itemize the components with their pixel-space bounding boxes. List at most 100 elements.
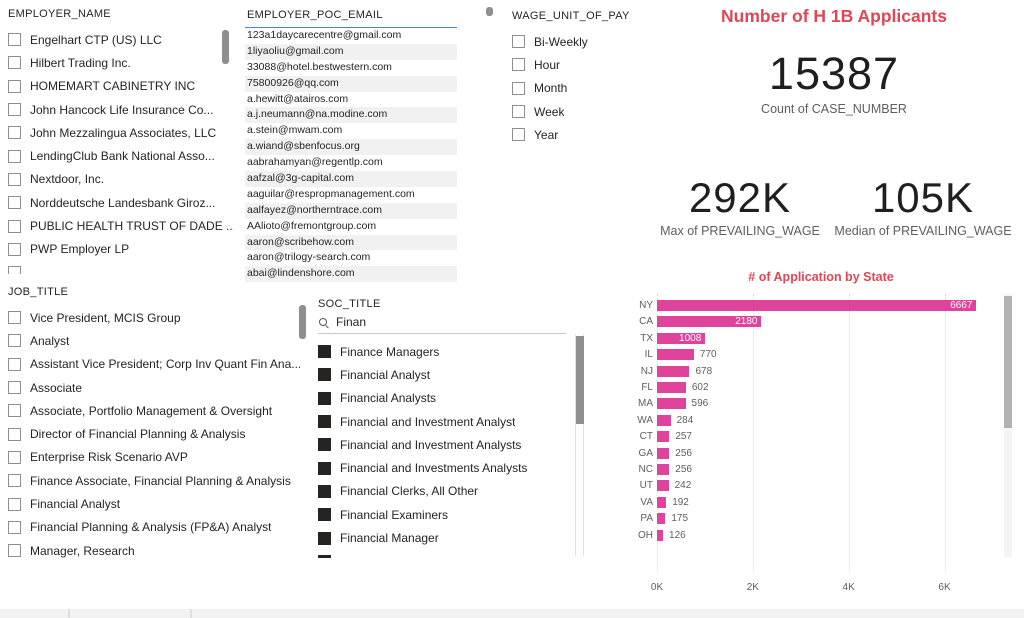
checkbox-icon[interactable]: [8, 404, 21, 418]
slicer-item[interactable]: Month: [512, 77, 652, 100]
soc-search-input[interactable]: [336, 315, 536, 329]
bar-FL[interactable]: [657, 382, 686, 393]
slicer-item[interactable]: Director of Financial Planning & Analysi…: [8, 422, 300, 445]
slicer-item[interactable]: Financial and Investments Analysts: [318, 456, 574, 479]
checkbox-checked-icon[interactable]: [318, 554, 331, 558]
table-row[interactable]: aabrahamyan@regentlp.com: [247, 156, 383, 169]
slicer-item[interactable]: Bi-Weekly: [512, 30, 652, 53]
slicer-item[interactable]: Analyst: [8, 329, 300, 352]
slicer-item[interactable]: John Hancock Life Insurance Co...: [8, 98, 234, 121]
table-row[interactable]: a.j.neumann@na.modine.com: [245, 107, 457, 124]
slicer-item[interactable]: Engelhart CTP (US) LLC: [8, 28, 234, 51]
bar-OH[interactable]: [657, 529, 664, 541]
slicer-item[interactable]: Nextdoor, Inc.: [8, 168, 234, 191]
checkbox-icon[interactable]: [8, 450, 21, 464]
table-row[interactable]: 123a1daycarecentre@gmail.com: [247, 29, 402, 41]
checkbox-checked-icon[interactable]: [318, 438, 331, 452]
table-row[interactable]: aafzal@3g-capital.com: [245, 171, 457, 187]
slicer-item[interactable]: Finance Associate, Financial Planning & …: [8, 469, 300, 492]
slicer-item[interactable]: Hour: [512, 53, 652, 76]
chart-scrollbar[interactable]: [1004, 296, 1012, 428]
table-row[interactable]: a.hewitt@atairos.com: [247, 92, 349, 105]
slicer-item[interactable]: Financial Clerks, All Other: [318, 480, 574, 503]
checkbox-icon[interactable]: [8, 427, 21, 441]
table-row[interactable]: a.stein@mwam.com: [247, 124, 343, 137]
bar-CT[interactable]: [657, 431, 670, 443]
slicer-item[interactable]: Financial and Investment Analyst: [318, 410, 574, 433]
checkbox-icon[interactable]: [8, 381, 21, 395]
checkbox-icon[interactable]: [8, 497, 21, 511]
employer-slicer-scrollbar[interactable]: [222, 30, 229, 64]
slicer-item[interactable]: Finance Managers: [318, 340, 574, 363]
table-row[interactable]: a.wiand@sbenfocus.org: [245, 139, 457, 156]
checkbox-icon[interactable]: [8, 311, 21, 325]
checkbox-icon[interactable]: [8, 242, 21, 256]
slicer-item[interactable]: Hilbert Trading Inc.: [8, 51, 234, 74]
slicer-item[interactable]: Financial Examiners: [318, 503, 574, 526]
checkbox-checked-icon[interactable]: [318, 508, 331, 522]
slicer-item[interactable]: Manager, Research: [8, 539, 300, 558]
soc-search-box[interactable]: [318, 315, 566, 334]
checkbox-checked-icon[interactable]: [318, 345, 331, 359]
bar-GA[interactable]: [657, 447, 670, 459]
checkbox-icon[interactable]: [512, 81, 525, 95]
slicer-item[interactable]: PUBLIC HEALTH TRUST OF DADE ...: [8, 214, 234, 237]
checkbox-icon[interactable]: [8, 520, 21, 534]
checkbox-checked-icon[interactable]: [318, 531, 331, 545]
slicer-item[interactable]: Financial Analyst: [318, 363, 574, 386]
job-slicer-scrollbar[interactable]: [299, 305, 306, 339]
checkbox-icon[interactable]: [8, 357, 21, 371]
checkbox-icon[interactable]: [8, 334, 21, 348]
bar-NC[interactable]: [657, 464, 670, 475]
checkbox-icon[interactable]: [8, 149, 21, 163]
soc-slicer-scrollbar-track[interactable]: [575, 334, 584, 556]
slicer-item[interactable]: Financial Planning & Analysis (FP&A) Ana…: [8, 516, 300, 539]
slicer-item[interactable]: Week: [512, 100, 652, 123]
slicer-item[interactable]: PWP Employer LP: [8, 238, 234, 261]
bar-IL[interactable]: [657, 349, 694, 361]
slicer-item[interactable]: [8, 261, 234, 274]
slicer-item[interactable]: John Mezzalingua Associates, LLC: [8, 121, 234, 144]
slicer-item[interactable]: Norddeutsche Landesbank Giroz...: [8, 191, 234, 214]
slicer-item[interactable]: Financial Analysts: [318, 387, 574, 410]
slicer-item[interactable]: Financial Analyst: [8, 492, 300, 515]
checkbox-checked-icon[interactable]: [318, 368, 331, 382]
slicer-item[interactable]: Vice President, MCIS Group: [8, 306, 300, 329]
table-row[interactable]: 75800926@qq.com: [245, 75, 457, 92]
table-row[interactable]: 33088@hotel.bestwestern.com: [247, 60, 392, 73]
bar-TX[interactable]: [657, 332, 706, 344]
bar-UT[interactable]: [657, 480, 669, 492]
checkbox-icon[interactable]: [8, 172, 21, 186]
slicer-item[interactable]: LendingClub Bank National Asso...: [8, 144, 234, 167]
bar-PA[interactable]: [657, 513, 666, 525]
checkbox-icon[interactable]: [8, 474, 21, 488]
checkbox-icon[interactable]: [8, 196, 21, 210]
table-row[interactable]: aaron@trilogy-search.com: [247, 251, 371, 264]
checkbox-icon[interactable]: [8, 266, 21, 274]
slicer-item[interactable]: Enterprise Risk Scenario AVP: [8, 446, 300, 469]
checkbox-checked-icon[interactable]: [318, 461, 331, 475]
checkbox-icon[interactable]: [512, 58, 525, 72]
checkbox-icon[interactable]: [8, 103, 21, 117]
soc-slicer-scrollbar[interactable]: [576, 336, 584, 424]
bar-NJ[interactable]: [657, 365, 690, 377]
table-row[interactable]: AAlioto@fremontgroup.com: [247, 219, 377, 232]
table-row[interactable]: aalfayez@northerntrace.com: [245, 202, 457, 219]
slicer-item[interactable]: Assistant Vice President; Corp Inv Quant…: [8, 353, 300, 376]
checkbox-icon[interactable]: [8, 126, 21, 140]
checkbox-icon[interactable]: [8, 544, 21, 558]
checkbox-checked-icon[interactable]: [318, 415, 331, 429]
table-row[interactable]: abai@lindenshore.com: [245, 266, 457, 283]
slicer-item[interactable]: [318, 550, 574, 558]
checkbox-icon[interactable]: [512, 105, 525, 119]
table-row[interactable]: aaguilar@respropmanagement.com: [247, 187, 415, 200]
page-tab-bar[interactable]: [0, 609, 1024, 618]
slicer-item[interactable]: Associate, Portfolio Management & Oversi…: [8, 399, 300, 422]
bar-NY[interactable]: [657, 300, 977, 311]
checkbox-icon[interactable]: [8, 79, 21, 93]
table-row[interactable]: 1liyaoliu@gmail.com: [245, 43, 457, 60]
table-row[interactable]: aaron@scribehow.com: [245, 234, 457, 251]
checkbox-icon[interactable]: [8, 56, 21, 70]
checkbox-icon[interactable]: [512, 35, 525, 49]
email-table-scrollbar[interactable]: [486, 7, 493, 16]
